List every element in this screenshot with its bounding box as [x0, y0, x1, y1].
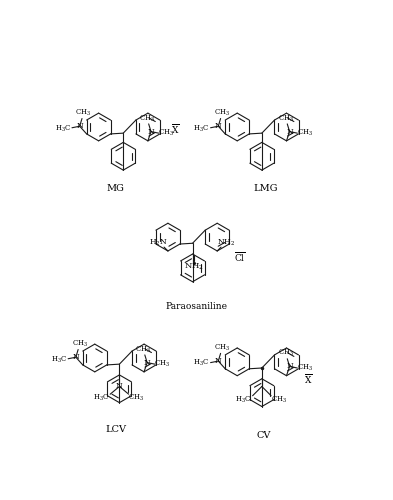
- Text: N: N: [116, 382, 123, 390]
- Text: $\mathregular{\overline{X}}$: $\mathregular{\overline{X}}$: [171, 122, 180, 136]
- Text: $\mathregular{\overline{X}}$: $\mathregular{\overline{X}}$: [304, 372, 312, 386]
- Text: N: N: [76, 122, 83, 130]
- Text: CH$_3$: CH$_3$: [297, 363, 313, 373]
- Text: CH$_3$: CH$_3$: [154, 359, 171, 369]
- Text: H$_3$C: H$_3$C: [193, 358, 209, 368]
- Text: CH$_3$: CH$_3$: [158, 128, 174, 138]
- Text: H$_3$C: H$_3$C: [55, 124, 71, 134]
- Text: CH$_3$: CH$_3$: [75, 108, 92, 118]
- Text: CH$_3$: CH$_3$: [139, 114, 155, 124]
- Text: CH$_3$: CH$_3$: [277, 348, 294, 358]
- Text: NH$_2$: NH$_2$: [217, 238, 235, 248]
- Text: H$_3$C: H$_3$C: [93, 393, 109, 403]
- Text: CH$_3$: CH$_3$: [297, 128, 313, 138]
- Text: N: N: [286, 128, 293, 136]
- Text: N: N: [215, 122, 222, 130]
- Text: LCV: LCV: [105, 425, 126, 434]
- Text: N: N: [148, 128, 154, 136]
- Text: H$_3$C: H$_3$C: [51, 354, 67, 364]
- Text: H$_3$C: H$_3$C: [193, 124, 209, 134]
- Text: $\mathregular{NH_2}$: $\mathregular{NH_2}$: [184, 262, 204, 272]
- Text: N: N: [144, 358, 151, 366]
- Text: CV: CV: [257, 432, 271, 440]
- Text: H$_3$C: H$_3$C: [235, 395, 252, 406]
- Text: CH$_3$: CH$_3$: [128, 393, 145, 403]
- Text: CH$_3$: CH$_3$: [214, 108, 230, 118]
- Text: $\mathregular{\overline{Cl}}$: $\mathregular{\overline{Cl}}$: [234, 250, 246, 264]
- Text: N: N: [72, 353, 79, 361]
- Text: N: N: [215, 357, 222, 365]
- Text: LMG: LMG: [253, 184, 278, 193]
- Text: CH$_3$: CH$_3$: [72, 339, 88, 349]
- Text: CH$_3$: CH$_3$: [271, 395, 287, 406]
- Text: Paraosaniline: Paraosaniline: [165, 302, 228, 311]
- Text: CH$_3$: CH$_3$: [277, 114, 294, 124]
- Text: CH$_3$: CH$_3$: [135, 344, 151, 354]
- Text: H$_2$N: H$_2$N: [149, 238, 168, 248]
- Text: N: N: [286, 362, 293, 370]
- Text: CH$_3$: CH$_3$: [214, 343, 230, 353]
- Text: MG: MG: [107, 184, 125, 193]
